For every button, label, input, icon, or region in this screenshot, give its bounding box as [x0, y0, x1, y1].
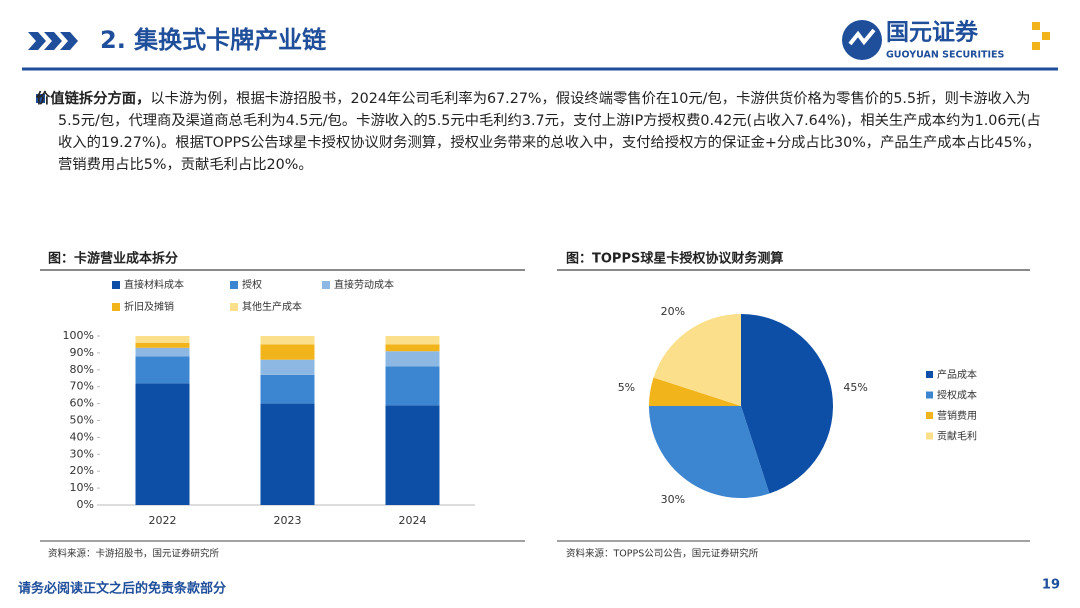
bar-segment [135, 383, 190, 505]
pie-slice [649, 377, 741, 406]
legend-swatch [112, 303, 120, 311]
legend-label: 直接材料成本 [124, 278, 184, 291]
bar-segment [135, 347, 190, 357]
y-tick-label: 50% [70, 414, 94, 427]
bar-segment [135, 356, 190, 384]
bar-segment [260, 403, 315, 505]
bar-segment [385, 366, 440, 406]
bar-segment [135, 336, 190, 343]
y-tick-label: 0% [77, 498, 94, 511]
bar-segment [260, 336, 315, 345]
bar-segment [385, 351, 440, 367]
body-lead: 价值链拆分方面， [36, 91, 151, 107]
logo-text: 国元证券 [886, 19, 979, 46]
legend-swatch [230, 281, 238, 289]
body-text: 价值链拆分方面，以卡游为例，根据卡游招股书，2024年公司毛利率为67.27%，… [36, 88, 1048, 176]
slide-title: 2. 集换式卡牌产业链 [100, 26, 327, 54]
bar-segment [385, 344, 440, 352]
bar-segment [260, 344, 315, 360]
source: 资料来源：TOPPS公司公告，国元证券研究所 [566, 548, 759, 560]
x-tick-label: 2024 [399, 514, 427, 527]
legend-swatch [926, 371, 933, 378]
y-tick-label: 70% [70, 380, 94, 393]
y-tick-label: 10% [70, 481, 94, 494]
legend-label: 其他生产成本 [242, 300, 302, 313]
bullet [36, 94, 45, 103]
pie-slice [653, 314, 741, 406]
data-label: 20% [661, 305, 685, 318]
data-label: 5% [618, 381, 635, 394]
logo-sub: GUOYUAN SECURITIES [886, 50, 1005, 61]
data-label: 45% [843, 381, 867, 394]
y-tick-label: 90% [70, 346, 94, 359]
chart-title: 图：TOPPS球星卡授权协议财务测算 [566, 251, 783, 267]
y-tick-label: 30% [70, 447, 94, 460]
legend-label: 营销费用 [937, 409, 977, 422]
legend-swatch [926, 391, 933, 399]
body-content: 以卡游为例，根据卡游招股书，2024年公司毛利率为67.27%，假设终端零售价在… [58, 91, 1041, 173]
bar-segment [385, 405, 440, 505]
y-tick-label: 60% [70, 397, 94, 410]
legend-label: 产品成本 [937, 368, 977, 381]
y-tick-label: 20% [70, 464, 94, 477]
chart-title: 图：卡游营业成本拆分 [48, 251, 178, 267]
y-tick-label: 80% [70, 363, 94, 376]
bar-segment [260, 359, 315, 375]
chevrons [28, 32, 78, 50]
y-tick-label: 40% [70, 430, 94, 443]
bar-segment [135, 342, 190, 348]
source: 资料来源：卡游招股书，国元证券研究所 [48, 548, 220, 560]
pie-slice [649, 406, 770, 498]
logo: 国元证券 GUOYUAN SECURITIES [842, 19, 1050, 61]
bar-segment [385, 336, 440, 345]
page-number: 19 [1042, 578, 1060, 593]
legend-swatch [230, 303, 238, 311]
legend-label: 授权成本 [937, 389, 977, 402]
legend-label: 直接劳动成本 [334, 278, 394, 291]
y-tick-label: 100% [63, 329, 94, 342]
pie-slice [741, 314, 833, 494]
bar-segment [260, 374, 315, 404]
legend-swatch [322, 281, 330, 289]
legend-swatch [926, 432, 933, 440]
x-tick-label: 2022 [149, 514, 177, 527]
legend-swatch [112, 281, 120, 289]
disclaimer: 请务必阅读正文之后的免责条款部分 [18, 581, 226, 597]
x-tick-label: 2023 [274, 514, 302, 527]
legend-label: 授权 [242, 278, 262, 291]
legend-label: 贡献毛利 [937, 430, 977, 443]
legend-swatch [926, 412, 933, 419]
legend-label: 折旧及摊销 [124, 300, 174, 313]
data-label: 30% [661, 493, 685, 506]
